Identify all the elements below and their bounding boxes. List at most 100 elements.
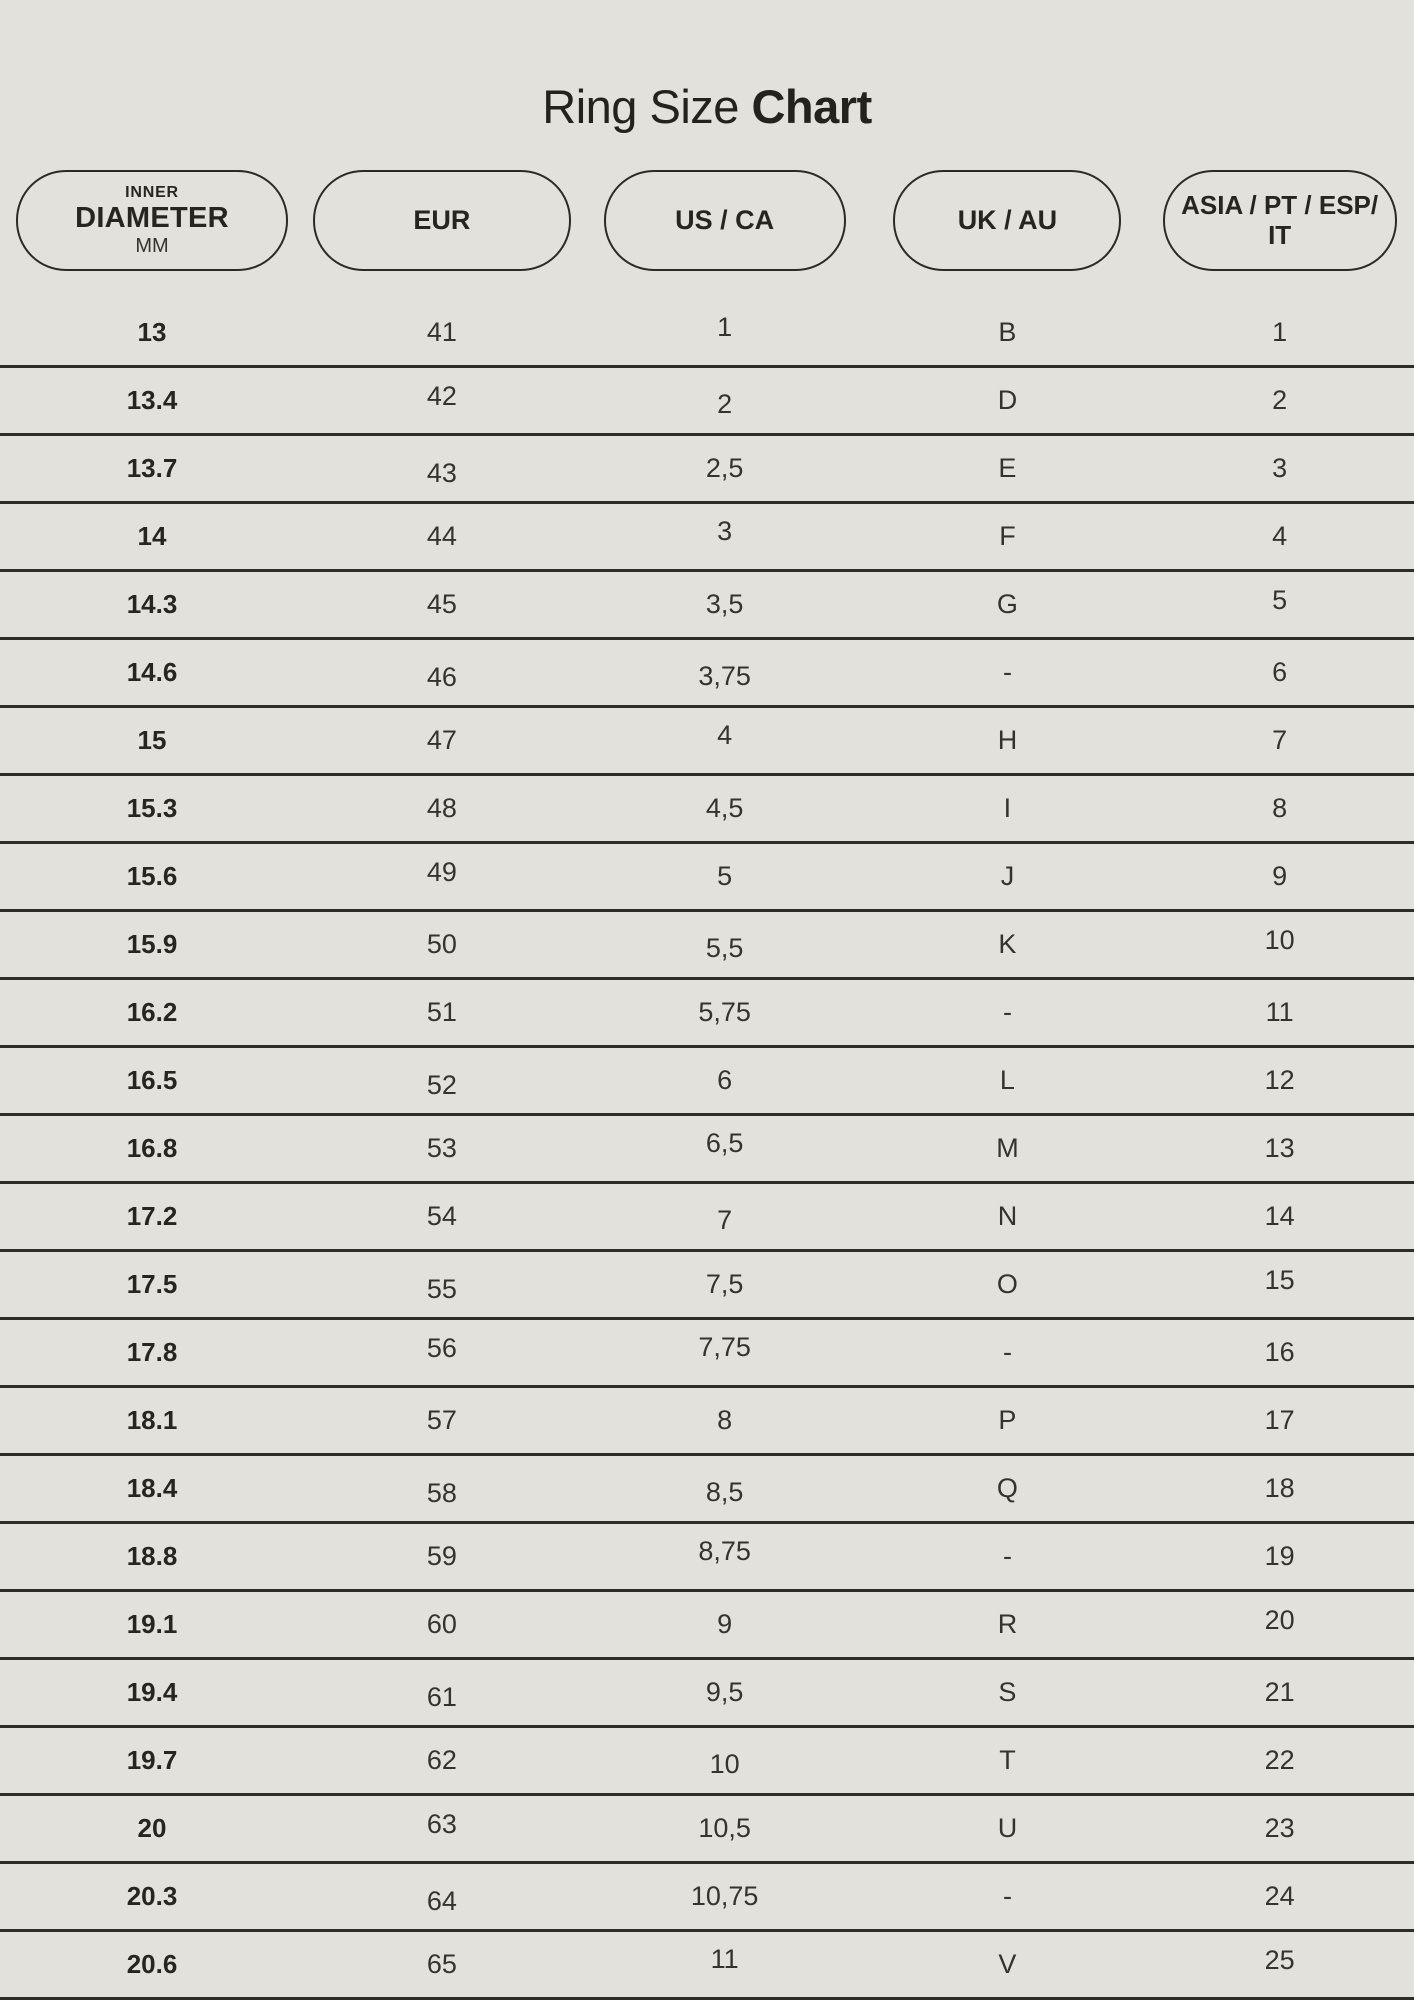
table-row: 19.7 62 10 T 22: [0, 1728, 1414, 1796]
cell-eur: 62: [426, 1745, 457, 1775]
cell-asia: 4: [1272, 521, 1288, 551]
cell-diameter: 18.8: [126, 1541, 178, 1571]
column-label-us-ca: US / CA: [675, 204, 775, 235]
cell-eur: 58: [426, 1478, 457, 1508]
table-row: 14.3 45 3,5 G 5: [0, 572, 1414, 640]
cell-us-ca: 3,75: [698, 661, 751, 691]
cell-asia: 24: [1264, 1881, 1295, 1911]
table-row: 16.2 51 5,75 - 11: [0, 980, 1414, 1048]
cell-diameter: 18.4: [126, 1473, 178, 1503]
page-title-regular: Ring Size: [542, 80, 752, 134]
table-row: 13 41 1 B 1: [0, 300, 1414, 368]
cell-eur: 45: [426, 589, 457, 619]
table-row: 17.5 55 7,5 O 15: [0, 1252, 1414, 1320]
table-row: 15.6 49 5 J 9: [0, 844, 1414, 912]
cell-eur: 63: [426, 1809, 457, 1839]
cell-diameter: 19.1: [126, 1609, 178, 1639]
table-row: 19.1 60 9 R 20: [0, 1592, 1414, 1660]
cell-diameter: 13: [137, 317, 167, 347]
cell-diameter: 18.1: [126, 1405, 178, 1435]
table-row: 18.1 57 8 P 17: [0, 1388, 1414, 1456]
column-header-eur-pill: EUR: [312, 170, 571, 271]
table-row: 17.2 54 7 N 14: [0, 1184, 1414, 1252]
header-cell-eur: EUR: [304, 170, 580, 271]
cell-diameter: 19.4: [126, 1677, 178, 1707]
cell-uk-au: L: [999, 1065, 1015, 1095]
cell-us-ca: 10,5: [698, 1813, 751, 1843]
cell-uk-au: B: [998, 317, 1017, 347]
cell-uk-au: R: [997, 1609, 1018, 1639]
cell-diameter: 17.2: [126, 1201, 178, 1231]
cell-diameter: 16.2: [126, 997, 178, 1027]
cell-uk-au: -: [1002, 1881, 1012, 1911]
cell-asia: 19: [1264, 1541, 1295, 1571]
table-row: 19.4 61 9,5 S 21: [0, 1660, 1414, 1728]
cell-us-ca: 9: [717, 1609, 733, 1639]
cell-diameter: 15.3: [126, 793, 178, 823]
cell-diameter: 17.5: [126, 1269, 178, 1299]
cell-asia: 17: [1264, 1405, 1295, 1435]
column-label-mm: MM: [135, 234, 169, 257]
header-cell-uk-au: UK / AU: [870, 170, 1146, 271]
column-header-uk-au-pill: UK / AU: [893, 170, 1122, 271]
table-row: 15.9 50 5,5 K 10: [0, 912, 1414, 980]
cell-us-ca: 1: [717, 312, 733, 342]
cell-asia: 13: [1264, 1133, 1295, 1163]
table-row: 14 44 3 F 4: [0, 504, 1414, 572]
cell-eur: 51: [426, 997, 457, 1027]
cell-us-ca: 2: [717, 389, 733, 419]
cell-uk-au: V: [998, 1949, 1017, 1979]
cell-asia: 3: [1272, 453, 1288, 483]
header-cell-us-ca: US / CA: [580, 170, 870, 271]
cell-us-ca: 11: [710, 1944, 739, 1974]
cell-uk-au: -: [1002, 997, 1012, 1027]
cell-eur: 52: [426, 1070, 457, 1100]
cell-us-ca: 4: [717, 720, 733, 750]
cell-asia: 8: [1272, 793, 1288, 823]
cell-us-ca: 3: [717, 516, 733, 546]
cell-diameter: 16.8: [126, 1133, 178, 1163]
cell-uk-au: N: [997, 1201, 1018, 1231]
cell-eur: 55: [426, 1274, 457, 1304]
cell-eur: 47: [426, 725, 457, 755]
header-cell-asia: ASIA / PT / ESP/ IT: [1145, 170, 1414, 271]
cell-us-ca: 10,75: [690, 1881, 759, 1911]
table-row: 20.6 65 11 V 25: [0, 1932, 1414, 2000]
table-header: INNER DIAMETER MM EUR US / CA UK / AU AS…: [0, 170, 1414, 271]
cell-eur: 57: [426, 1405, 457, 1435]
page-title: Ring Size Chart: [0, 79, 1414, 134]
cell-eur: 50: [426, 929, 457, 959]
cell-uk-au: -: [1002, 1337, 1012, 1367]
cell-asia: 6: [1272, 657, 1288, 687]
table-row: 18.8 59 8,75 - 19: [0, 1524, 1414, 1592]
cell-uk-au: O: [996, 1269, 1018, 1299]
page-title-bold: Chart: [751, 80, 872, 134]
cell-asia: 15: [1264, 1265, 1295, 1295]
cell-us-ca: 6,5: [705, 1128, 744, 1158]
cell-uk-au: U: [997, 1813, 1018, 1843]
cell-uk-au: M: [996, 1133, 1019, 1163]
column-label-asia: ASIA / PT / ESP/ IT: [1181, 189, 1379, 250]
cell-asia: 21: [1264, 1677, 1295, 1707]
cell-diameter: 14: [137, 521, 167, 551]
cell-diameter: 20.3: [126, 1881, 178, 1911]
column-header-us-ca-pill: US / CA: [603, 170, 846, 271]
cell-uk-au: S: [998, 1677, 1017, 1707]
cell-diameter: 15.9: [126, 929, 178, 959]
cell-uk-au: G: [996, 589, 1018, 619]
cell-diameter: 20: [137, 1813, 167, 1843]
cell-eur: 49: [426, 857, 457, 887]
cell-asia: 14: [1264, 1201, 1295, 1231]
cell-eur: 54: [426, 1201, 457, 1231]
cell-us-ca: 5,5: [705, 933, 744, 963]
cell-us-ca: 8,75: [698, 1536, 751, 1566]
cell-uk-au: Q: [996, 1473, 1018, 1503]
column-label-uk-au: UK / AU: [957, 204, 1058, 235]
cell-us-ca: 2,5: [705, 453, 744, 483]
cell-eur: 64: [426, 1886, 457, 1916]
cell-us-ca: 7,75: [698, 1332, 751, 1362]
table-row: 14.6 46 3,75 - 6: [0, 640, 1414, 708]
cell-eur: 43: [426, 458, 457, 488]
cell-diameter: 14.6: [126, 657, 178, 687]
